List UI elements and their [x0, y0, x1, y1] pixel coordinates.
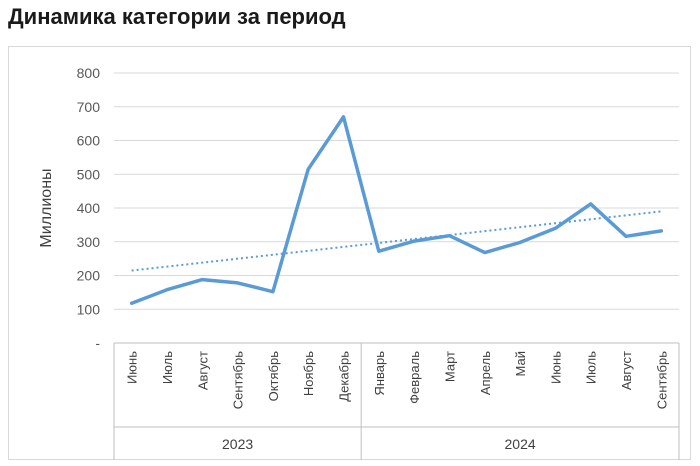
data-point [342, 115, 346, 119]
data-point [412, 239, 416, 243]
y-axis-label: Миллионы [38, 168, 55, 247]
x-tick-label: Июнь [125, 351, 140, 384]
y-tick-label: 200 [77, 268, 101, 284]
x-tick-label: Декабрь [337, 351, 352, 402]
group-label: 2023 [222, 436, 253, 452]
series-line [129, 115, 664, 305]
x-tick-label: Апрель [478, 351, 493, 395]
data-point [165, 288, 169, 292]
y-tick-label: 800 [77, 65, 101, 81]
line-chart: - 100 200 300 400 500 600 700 800 Миллионы 2023 202… [38, 65, 680, 460]
group-label: 2024 [505, 436, 536, 452]
data-point [483, 251, 487, 255]
data-point [271, 290, 275, 294]
data-point [518, 240, 522, 244]
x-tick-label: Март [442, 351, 457, 382]
data-point [200, 278, 204, 282]
data-point [553, 226, 557, 230]
y-tick-label: - [95, 335, 100, 351]
data-point [589, 202, 593, 206]
x-tick-label: Июнь [548, 351, 563, 384]
x-tick-label: Сентябрь [654, 351, 669, 409]
x-tick-label: Сентябрь [231, 351, 246, 409]
y-tick-label: 100 [77, 301, 101, 317]
x-tick-label: Август [195, 351, 210, 390]
x-tick-label: Октябрь [266, 351, 281, 402]
x-tick-label: Июль [160, 351, 175, 384]
y-tick-label: 400 [77, 200, 101, 216]
data-point [236, 281, 240, 285]
y-tick-label: 700 [77, 99, 101, 115]
x-tick-label: Февраль [407, 351, 422, 404]
y-tick-label: 500 [77, 166, 101, 182]
data-point [130, 301, 134, 305]
y-tick-label: 600 [77, 133, 101, 149]
page-title: Динамика категории за период [8, 4, 346, 29]
x-tick-label: Август [619, 351, 634, 390]
x-tick-label: Июль [584, 351, 599, 384]
y-tick-label: 300 [77, 234, 101, 250]
data-point [306, 167, 310, 171]
x-tick-label: Ноябрь [301, 351, 316, 396]
data-point [659, 229, 663, 233]
trendline [131, 210, 662, 272]
x-tick-label: Январь [372, 351, 387, 396]
chart-area: - 100 200 300 400 500 600 700 800 Миллионы 2023 202… [8, 46, 691, 460]
data-point [624, 234, 628, 238]
data-point [377, 249, 381, 253]
data-point [447, 234, 451, 238]
x-tick-label: Май [513, 351, 528, 376]
